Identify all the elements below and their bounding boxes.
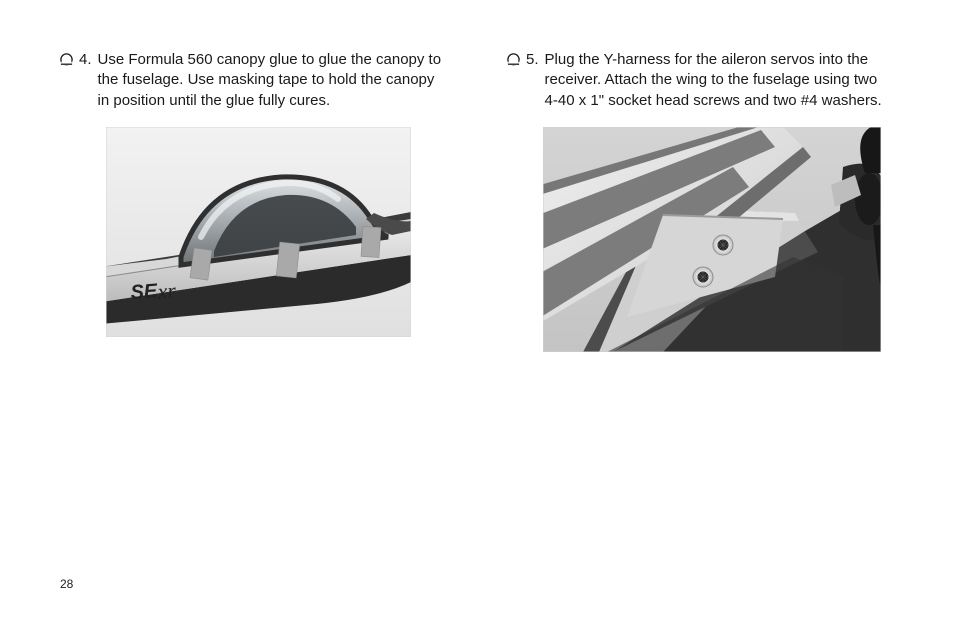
checkbox-icon (507, 52, 520, 72)
page-number: 28 (60, 577, 73, 591)
step-4: 4. Use Formula 560 canopy glue to glue t… (60, 50, 447, 111)
figure-canopy: SE xr (106, 127, 411, 337)
left-column: 4. Use Formula 560 canopy glue to glue t… (60, 50, 447, 589)
figure-wing (543, 127, 881, 352)
step-number: 4. (79, 50, 92, 70)
svg-text:SE: SE (130, 280, 159, 304)
right-column: 5. Plug the Y-harness for the aileron se… (507, 50, 894, 589)
manual-page: 4. Use Formula 560 canopy glue to glue t… (0, 0, 954, 617)
svg-text:xr: xr (156, 277, 177, 303)
step-text: Plug the Y-harness for the aileron servo… (545, 50, 894, 111)
step-number: 5. (526, 50, 539, 70)
step-text: Use Formula 560 canopy glue to glue the … (98, 50, 447, 111)
step-5: 5. Plug the Y-harness for the aileron se… (507, 50, 894, 111)
checkbox-icon (60, 52, 73, 72)
